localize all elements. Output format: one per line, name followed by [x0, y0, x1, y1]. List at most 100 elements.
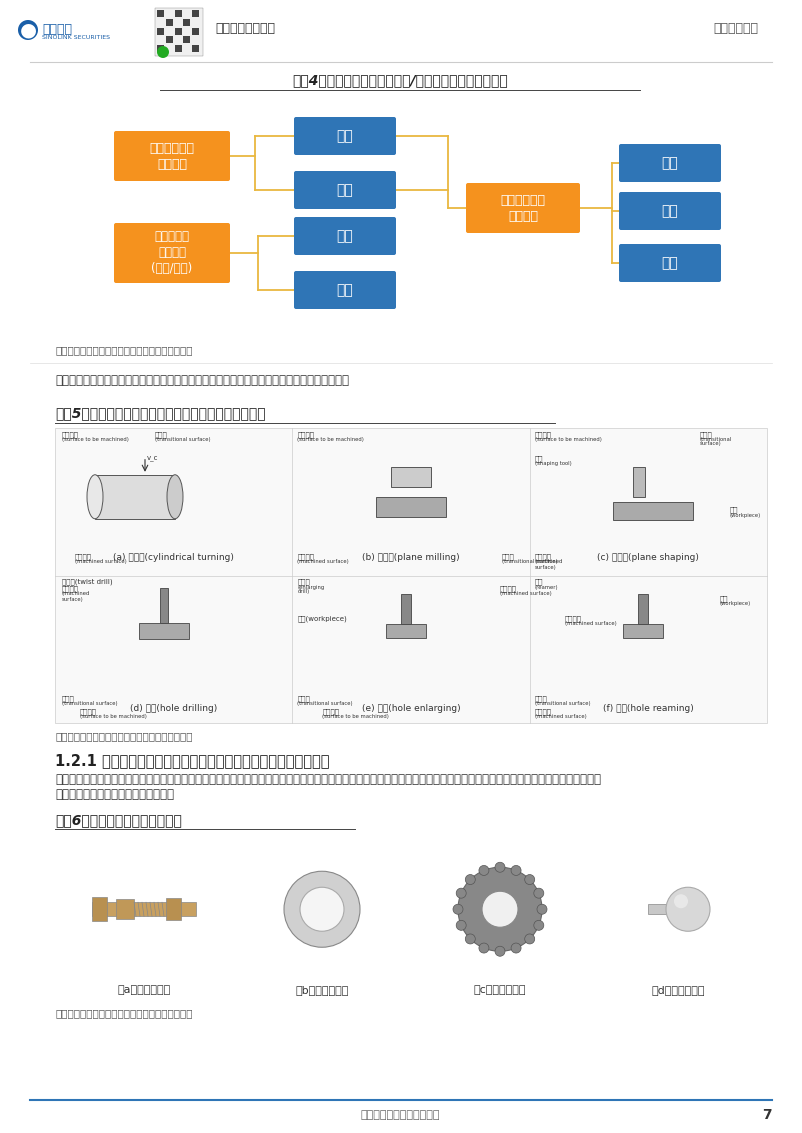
Text: 麻花钻(twist drill): 麻花钻(twist drill)	[62, 579, 112, 585]
Bar	[386, 623, 426, 638]
FancyBboxPatch shape	[114, 223, 230, 283]
Bar	[638, 594, 648, 623]
Text: (machined surface): (machined surface)	[75, 560, 127, 564]
Bar	[166, 19, 172, 26]
Text: 1.2.1 车刀：用于内外圆柱表面加工，轴类、螺纹类零件占比较高: 1.2.1 车刀：用于内外圆柱表面加工，轴类、螺纹类零件占比较高	[55, 753, 330, 768]
Text: (transitional surface): (transitional surface)	[298, 701, 353, 706]
Text: 过渡面: 过渡面	[700, 431, 713, 437]
Bar	[648, 904, 678, 914]
Text: 工件: 工件	[730, 506, 739, 513]
Bar	[184, 36, 190, 43]
Text: 过渡面: 过渡面	[298, 695, 310, 701]
Text: (e) 扩孔(hole enlarging): (e) 扩孔(hole enlarging)	[362, 704, 460, 713]
Text: (surface to be machined): (surface to be machined)	[322, 714, 389, 719]
FancyBboxPatch shape	[619, 144, 721, 182]
Text: 过渡面: 过渡面	[502, 554, 514, 560]
Circle shape	[534, 888, 544, 898]
Bar	[55, 835, 767, 1000]
Text: 又较广，因此，车床的应用极为广泛。: 又较广，因此，车床的应用极为广泛。	[55, 787, 174, 801]
Bar	[184, 19, 190, 26]
Text: (surface to be machined): (surface to be machined)	[535, 437, 602, 442]
Text: 图表4：金属切削加工根据工件/刀具相对运动关系的分类: 图表4：金属切削加工根据工件/刀具相对运动关系的分类	[292, 73, 508, 87]
Text: 图表6：数控车床常见加工零部件: 图表6：数控车床常见加工零部件	[55, 813, 182, 827]
Circle shape	[300, 887, 344, 931]
Text: (shaping tool): (shaping tool)	[535, 461, 571, 466]
Text: (d) 钻孔(hole drilling): (d) 钻孔(hole drilling)	[130, 704, 217, 713]
Circle shape	[465, 934, 476, 944]
Circle shape	[511, 943, 521, 953]
Text: (workpiece): (workpiece)	[730, 513, 761, 518]
Bar	[623, 623, 663, 638]
Text: (machined: (machined	[62, 591, 91, 596]
Bar	[391, 467, 431, 487]
Circle shape	[525, 934, 535, 944]
Text: 待加工面: 待加工面	[298, 431, 314, 437]
Bar	[175, 27, 181, 35]
Circle shape	[456, 920, 466, 930]
Text: 刨削: 刨削	[337, 283, 354, 297]
Circle shape	[458, 867, 542, 952]
Text: (f) 铰孔(hole reaming): (f) 铰孔(hole reaming)	[603, 704, 694, 713]
Text: （d）异形零部件: （d）异形零部件	[651, 985, 705, 995]
FancyBboxPatch shape	[619, 191, 721, 230]
Text: 7: 7	[763, 1108, 772, 1122]
Text: v_c: v_c	[147, 454, 159, 461]
Bar	[614, 502, 694, 520]
Text: 过渡面: 过渡面	[535, 695, 548, 701]
Circle shape	[456, 888, 466, 898]
Bar	[166, 898, 181, 920]
Text: SINOLINK SECURITIES: SINOLINK SECURITIES	[42, 35, 110, 40]
Text: 工具与刀具
相对运动
(平动/转动): 工具与刀具 相对运动 (平动/转动)	[152, 230, 192, 275]
Text: surface): surface)	[62, 596, 83, 602]
Text: (machined surface): (machined surface)	[565, 622, 617, 627]
Text: 待加工面: 待加工面	[322, 708, 339, 715]
Text: (surface to be machined): (surface to be machined)	[62, 437, 129, 442]
Text: (transitional surface): (transitional surface)	[502, 560, 557, 564]
Text: 工件(workpiece): 工件(workpiece)	[298, 615, 347, 622]
Text: (machined surface): (machined surface)	[298, 560, 349, 564]
Text: 镗削: 镗削	[337, 184, 354, 197]
Circle shape	[479, 866, 489, 876]
Bar	[166, 36, 172, 43]
Text: (enlarging: (enlarging	[298, 585, 325, 589]
Text: 工件: 工件	[720, 596, 728, 602]
Text: 车床主要用于加工各种回转表面，如内外圆柱表面、内外圆锥表面、成形回转面和回转体端面等，有些车床还能加工螺纹面。由于大多数机器零件都具有回转表面，车床的通用性: 车床主要用于加工各种回转表面，如内外圆柱表面、内外圆锥表面、成形回转面和回转体端…	[55, 773, 601, 786]
Circle shape	[284, 871, 360, 947]
Text: (transitional: (transitional	[700, 437, 732, 442]
Text: 钻削: 钻削	[662, 256, 678, 270]
Text: （b）套类零部件: （b）套类零部件	[295, 985, 349, 995]
Text: 扫码获取更多服务: 扫码获取更多服务	[215, 22, 275, 34]
FancyBboxPatch shape	[466, 184, 580, 233]
Text: 铰刀: 铰刀	[535, 579, 543, 585]
Bar	[116, 900, 134, 919]
Text: (machined: (machined	[535, 560, 563, 564]
Circle shape	[482, 892, 518, 927]
Bar	[157, 10, 164, 17]
Bar	[376, 496, 446, 517]
Bar	[401, 594, 411, 623]
Bar	[175, 45, 181, 52]
Text: 敬请参阅最后一页特别声明: 敬请参阅最后一页特别声明	[360, 1110, 439, 1121]
Bar	[634, 467, 646, 496]
Text: 已加工面: 已加工面	[565, 615, 581, 622]
Text: 磨削: 磨削	[662, 204, 678, 218]
Text: (surface to be machined): (surface to be machined)	[80, 714, 147, 719]
Bar	[160, 588, 168, 622]
Bar	[92, 897, 107, 921]
Text: surface): surface)	[700, 441, 722, 446]
Text: 待加工面: 待加工面	[535, 431, 552, 437]
Bar	[92, 902, 196, 917]
Circle shape	[674, 894, 688, 909]
Circle shape	[525, 875, 535, 885]
Circle shape	[157, 46, 169, 58]
Text: 来源：《数控车削编程与加工》，国金证券研究所: 来源：《数控车削编程与加工》，国金证券研究所	[55, 1008, 192, 1017]
Text: 国金证券: 国金证券	[42, 23, 72, 36]
Text: 铣削: 铣削	[662, 156, 678, 170]
Text: surface): surface)	[535, 565, 557, 571]
Text: ●: ●	[19, 20, 37, 40]
FancyBboxPatch shape	[294, 218, 396, 255]
Bar	[55, 428, 767, 723]
Text: 已加工面: 已加工面	[298, 554, 314, 560]
Circle shape	[465, 875, 476, 885]
Circle shape	[479, 943, 489, 953]
